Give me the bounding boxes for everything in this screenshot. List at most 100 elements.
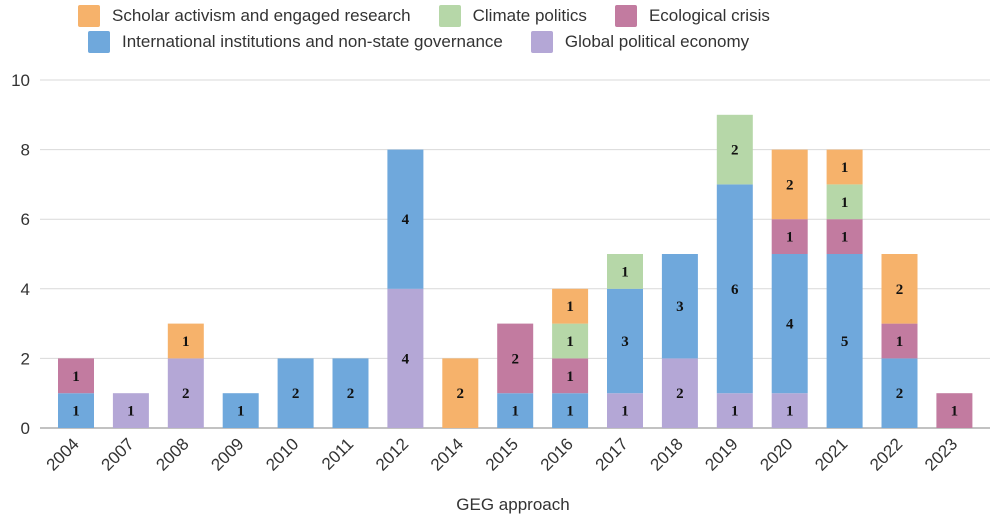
bar-segment — [387, 149, 424, 289]
data-label: 2 — [292, 386, 300, 402]
bar-segment — [552, 393, 589, 428]
bar-segment — [826, 149, 863, 185]
data-label: 1 — [237, 404, 245, 420]
data-label: 2 — [896, 282, 904, 298]
data-label: 6 — [731, 282, 739, 298]
bar-segment — [826, 254, 863, 428]
data-label: 4 — [402, 212, 410, 228]
bar-segment — [58, 393, 94, 428]
legend-swatch-climate-politics — [438, 5, 461, 27]
bar-stack: 21 — [167, 323, 204, 428]
bar-segment — [716, 393, 753, 428]
bar-segment — [332, 358, 369, 428]
data-label: 1 — [786, 404, 794, 420]
x-tick-label: 2017 — [592, 434, 632, 474]
bar-segment — [222, 393, 259, 428]
bar-segment — [167, 323, 204, 359]
bar-segment — [881, 254, 918, 324]
data-label: 2 — [347, 386, 355, 402]
data-label: 1 — [182, 334, 190, 350]
bar-segment — [607, 393, 643, 428]
data-label: 3 — [676, 299, 684, 315]
bar-stack: 1 6 2 — [716, 114, 753, 428]
data-label: 5 — [841, 334, 849, 350]
bar-segment — [826, 219, 863, 254]
x-tick-label: 2019 — [701, 434, 741, 474]
bar-stack: 2 — [442, 358, 479, 428]
data-label: 1 — [786, 230, 794, 246]
bar-stack: 1 — [112, 393, 149, 428]
bar-segment — [497, 393, 534, 428]
bar-segment — [661, 254, 698, 359]
data-label: 1 — [896, 334, 904, 350]
data-label: 3 — [621, 334, 629, 350]
y-tick-label: 4 — [21, 280, 30, 299]
data-label: 1 — [566, 334, 574, 350]
data-label: 4 — [402, 351, 410, 367]
bar-segment — [771, 254, 808, 394]
data-label: 2 — [731, 143, 739, 159]
y-tick-label: 6 — [21, 210, 30, 229]
bar-segment — [58, 358, 94, 394]
data-label: 1 — [951, 404, 959, 420]
bar-segment — [552, 323, 589, 359]
legend-item-international-institutions: International institutions and non-state… — [88, 31, 503, 53]
data-label: 1 — [841, 160, 849, 176]
data-label: 2 — [676, 386, 684, 402]
x-tick-label: 2018 — [647, 434, 687, 474]
bar-segment — [607, 254, 643, 289]
y-axis-ticks: 0 2 4 6 8 10 — [11, 71, 30, 438]
bar-segment — [826, 184, 863, 220]
bar-segment — [661, 358, 698, 428]
x-tick-label: 2008 — [152, 434, 192, 474]
x-tick-label: 2020 — [756, 434, 796, 474]
y-tick-label: 2 — [21, 349, 30, 368]
x-tick-label: 2007 — [98, 434, 138, 474]
chart-legend: Scholar activism and engaged research Cl… — [0, 0, 992, 60]
bar-stack: 2 — [332, 358, 369, 428]
x-tick-label: 2021 — [811, 434, 851, 474]
data-label: 1 — [72, 404, 80, 420]
legend-label-international-institutions: International institutions and non-state… — [122, 32, 503, 51]
x-axis-title: GEG approach — [456, 495, 569, 514]
data-label: 1 — [841, 230, 849, 246]
bar-segment — [277, 358, 314, 428]
data-label: 2 — [182, 386, 190, 402]
x-tick-label: 2009 — [207, 434, 247, 474]
bar-segment — [112, 393, 149, 428]
data-label: 1 — [511, 404, 519, 420]
x-tick-label: 2015 — [482, 434, 522, 474]
bar-segment — [771, 149, 808, 220]
legend-swatch-ecological-crisis — [614, 5, 637, 27]
legend-swatch-international-institutions — [88, 31, 110, 53]
data-label: 1 — [127, 404, 135, 420]
data-label: 2 — [511, 351, 519, 367]
bar-stack: 1 4 1 2 — [771, 149, 808, 428]
data-label: 1 — [566, 299, 574, 315]
data-label: 1 — [72, 369, 80, 385]
x-tick-label: 2011 — [318, 434, 357, 473]
legend-label-ecological-crisis: Ecological crisis — [648, 6, 770, 25]
bar-segment — [607, 288, 643, 394]
bar-stack: 11 — [58, 358, 94, 428]
x-tick-label: 2023 — [921, 434, 961, 474]
bar-stack: 1 — [936, 393, 973, 428]
legend-swatch-scholar-activism — [78, 5, 100, 27]
bar-segment — [771, 393, 808, 428]
bar-segment — [716, 184, 753, 394]
bar-segment — [552, 358, 589, 394]
x-tick-label: 2016 — [537, 434, 577, 474]
bar-segment — [771, 219, 808, 254]
bar-stack: 5 1 1 1 — [826, 149, 863, 428]
bar-stack: 2 1 2 — [881, 254, 918, 428]
bar-segment — [881, 358, 918, 428]
bar-segment — [442, 358, 479, 428]
legend-item-global-political-economy: Global political economy — [530, 31, 749, 53]
legend-label-scholar-activism: Scholar activism and engaged research — [112, 6, 411, 25]
legend-label-climate-politics: Climate politics — [472, 6, 587, 25]
legend-row-1: Scholar activism and engaged research Cl… — [78, 5, 798, 27]
bar-segment — [167, 358, 204, 428]
x-axis-ticks: 2004 2007 2008 2009 2010 2011 2012 2014 2015 2016… — [43, 434, 962, 474]
bar-segment — [936, 393, 973, 428]
